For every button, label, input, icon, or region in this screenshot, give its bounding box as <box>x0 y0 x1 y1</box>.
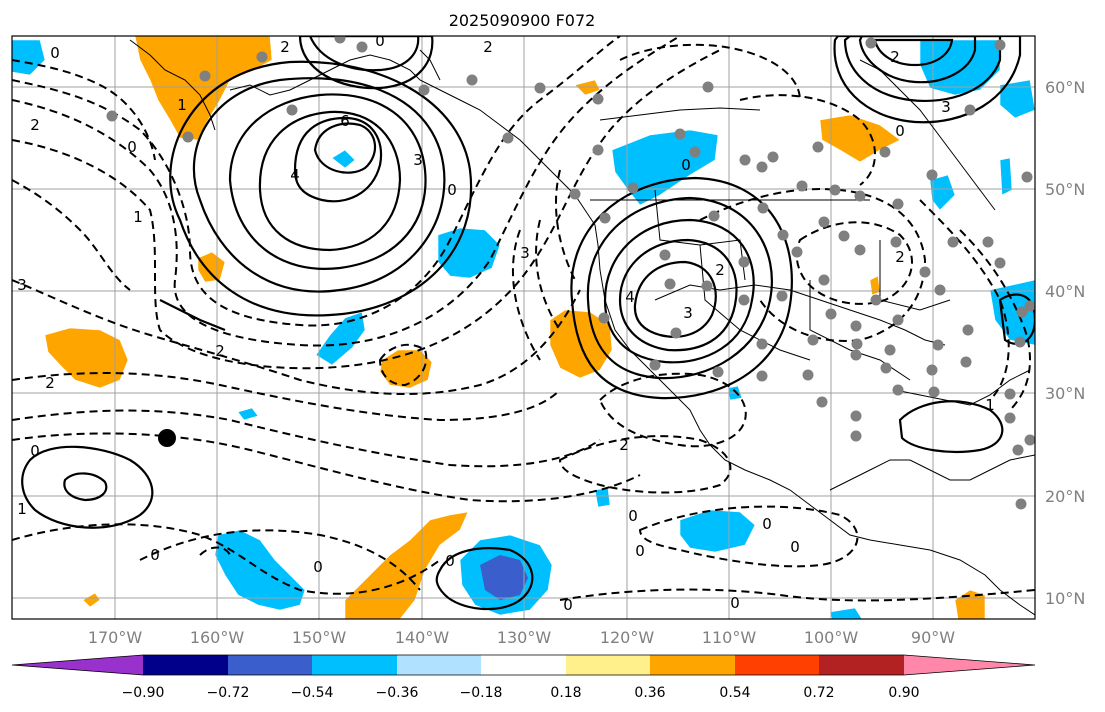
contour-label: 0 <box>375 32 385 50</box>
colorbar-tick-label: 0.72 <box>803 685 834 701</box>
colorbar-segment <box>397 655 481 675</box>
lat-label: 40°N <box>1045 282 1085 301</box>
colorbar-tick-label: 0.36 <box>634 685 665 701</box>
contour-label: 2 <box>890 48 900 66</box>
lon-label: 120°W <box>600 628 655 647</box>
colorbar-segment <box>481 655 566 675</box>
colorbar-segment <box>819 655 904 675</box>
colorbar-outline <box>11 654 1036 676</box>
colorbar-tick-label: −0.72 <box>207 685 250 701</box>
contour-label: 4 <box>625 288 635 306</box>
contour-label: 2 <box>715 261 725 279</box>
colorbar-tick-label: 0.90 <box>888 685 919 701</box>
contour-label: 0 <box>635 542 645 560</box>
contour-label: 0 <box>127 138 137 156</box>
positive-contours <box>21 36 1035 611</box>
contour-label: 3 <box>941 98 951 116</box>
lon-label: 100°W <box>804 628 859 647</box>
colorbar-tick-label: 0.18 <box>550 685 581 701</box>
contour-label: 2 <box>619 436 629 454</box>
contour-label: 0 <box>895 122 905 140</box>
contour-label: 3 <box>413 151 423 169</box>
contour-label: 6 <box>340 112 350 130</box>
colorbar-segment <box>143 655 228 675</box>
colorbar-tick-label: 0.54 <box>719 685 750 701</box>
contour-label: 0 <box>563 596 573 614</box>
contour-label: 0 <box>681 156 691 174</box>
lat-label: 10°N <box>1045 589 1085 608</box>
contour-label: 2 <box>895 248 905 266</box>
contour-label: 3 <box>17 276 27 294</box>
contour-label: 3 <box>683 304 693 322</box>
contour-label: 3 <box>520 244 530 262</box>
contour-label: 2 <box>45 374 55 392</box>
contour-label: 1 <box>133 208 143 226</box>
colorbar-tick-label: −0.18 <box>460 685 503 701</box>
contour-label: 2 <box>215 342 225 360</box>
contour-label: 0 <box>30 442 40 460</box>
contour-label: 2 <box>280 38 290 56</box>
negative-contours <box>12 36 1035 602</box>
contour-label: 0 <box>790 538 800 556</box>
colorbar-tick-label: −0.36 <box>376 685 419 701</box>
lat-label: 50°N <box>1045 180 1085 199</box>
map-area: 0 2 1 2 0 6 3 4 2 0 1 3 2 3 0 2 0 2 3 4 … <box>12 32 1035 619</box>
lat-label: 60°N <box>1045 78 1085 97</box>
figure-title: 2025090900 F072 <box>449 11 596 30</box>
lon-label: 130°W <box>497 628 552 647</box>
colorbar <box>11 654 1036 676</box>
contour-label: 0 <box>762 515 772 533</box>
colorbar-tick-labels: −0.90 −0.72 −0.54 −0.36 −0.18 0.18 0.36 … <box>122 685 920 701</box>
lat-label: 30°N <box>1045 384 1085 403</box>
contour-label: 2 <box>30 116 40 134</box>
contour-label: 4 <box>290 166 300 184</box>
contour-label: 0 <box>50 44 60 62</box>
latitude-labels: 60°N 50°N 40°N 30°N 20°N 10°N <box>1045 78 1085 608</box>
colorbar-segment <box>312 655 397 675</box>
colorbar-segment <box>650 655 735 675</box>
colorbar-min-extend <box>12 655 143 675</box>
lon-label: 160°W <box>190 628 245 647</box>
contour-label: 0 <box>730 594 740 612</box>
highlight-point <box>158 429 176 447</box>
map-gridlines <box>12 36 1035 619</box>
longitude-labels: 170°W 160°W 150°W 140°W 130°W 120°W 110°… <box>88 628 955 647</box>
contour-label: 1 <box>177 96 187 114</box>
colorbar-segment <box>228 655 312 675</box>
station-markers <box>106 36 1035 510</box>
contour-label: 1 <box>17 500 27 518</box>
colorbar-segment <box>566 655 650 675</box>
contour-label: 1 <box>985 396 995 414</box>
colorbar-segment <box>735 655 819 675</box>
contour-label: 0 <box>447 181 457 199</box>
contour-label: 0 <box>628 507 638 525</box>
contour-labels: 0 2 1 2 0 6 3 4 2 0 1 3 2 3 0 2 0 2 3 4 … <box>17 32 995 614</box>
contour-label: 0 <box>150 546 160 564</box>
contour-label: 2 <box>483 38 493 56</box>
colorbar-max-extend <box>904 655 1035 675</box>
strong-negative-fill <box>480 555 528 600</box>
lon-label: 90°W <box>911 628 955 647</box>
colorbar-tick-label: −0.90 <box>122 685 165 701</box>
map-frame <box>11 35 1036 620</box>
lon-label: 140°W <box>395 628 450 647</box>
lon-label: 110°W <box>702 628 757 647</box>
lat-label: 20°N <box>1045 487 1085 506</box>
lon-label: 150°W <box>292 628 347 647</box>
contour-label: 0 <box>445 552 455 570</box>
contour-label: 0 <box>313 558 323 576</box>
lon-label: 170°W <box>88 628 143 647</box>
colorbar-tick-label: −0.54 <box>291 685 334 701</box>
